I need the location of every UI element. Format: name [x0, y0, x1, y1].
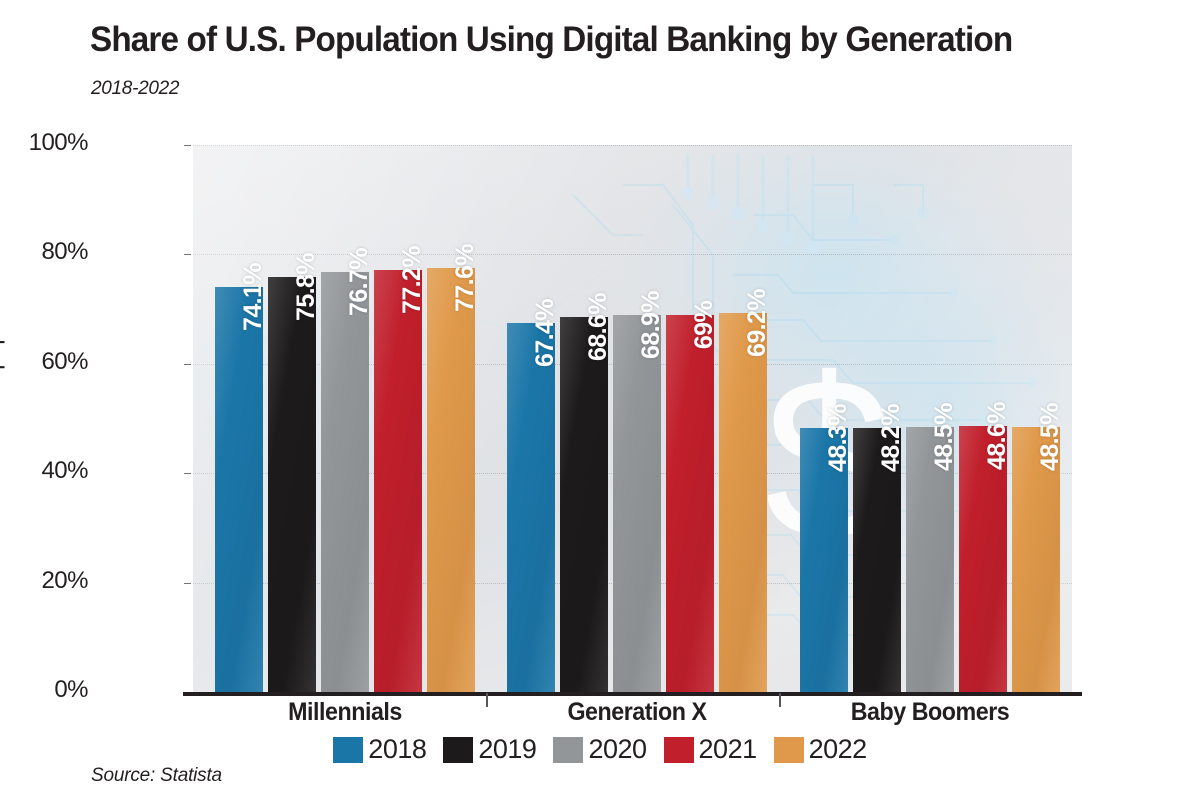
bar-value-label: 48.5%	[929, 402, 958, 471]
bar-value-label: 69.2%	[742, 289, 771, 358]
x-axis-tick-mark	[779, 693, 781, 707]
bar-sheen	[718, 313, 767, 692]
x-axis-category-label: Baby Boomers	[850, 698, 1009, 726]
bar-value-label: 48.2%	[876, 404, 905, 473]
bar-sheen	[559, 316, 608, 692]
gridline	[193, 254, 1072, 256]
bar[interactable]: 48.2%	[852, 404, 905, 692]
x-axis-category-label: Millennials	[287, 698, 402, 726]
y-axis-tick-label: 80%	[41, 238, 88, 266]
bar-value-label: 48.6%	[982, 402, 1011, 471]
legend-swatch-icon	[773, 736, 804, 763]
legend-item[interactable]: 2019	[443, 734, 537, 765]
x-axis-line	[183, 692, 1082, 696]
y-axis-tick-mark	[184, 582, 191, 584]
bar-value-label: 77.2%	[397, 245, 426, 314]
legend-swatch-icon	[553, 736, 584, 763]
bar-sheen	[612, 315, 661, 692]
y-axis-tick-mark	[184, 363, 191, 365]
y-axis-title: Share of population	[0, 265, 5, 462]
y-axis-tick-label: 40%	[41, 457, 88, 485]
legend-item[interactable]: 2020	[553, 734, 647, 765]
bar[interactable]: 75.8%	[267, 253, 320, 692]
y-axis-tick-label: 60%	[41, 347, 88, 375]
chart-subtitle: 2018-2022	[91, 78, 180, 99]
y-axis-tick-label: 0%	[54, 676, 88, 703]
y-axis-tick-label: 20%	[41, 566, 88, 594]
bar-value-label: 77.6%	[450, 243, 479, 312]
legend-label: 2022	[808, 734, 868, 764]
bar-sheen	[665, 314, 714, 692]
legend-label: 2020	[588, 734, 647, 764]
y-axis-tick-mark	[184, 145, 191, 146]
legend-item[interactable]: 2022	[773, 734, 868, 765]
bar-value-label: 68.6%	[583, 292, 612, 361]
legend: 2018 2019 2020 2021 2022	[0, 734, 1200, 765]
bar[interactable]: 68.9%	[612, 291, 665, 692]
bar-sheen	[506, 323, 555, 692]
bar[interactable]: 76.7%	[320, 249, 373, 692]
legend-item[interactable]: 2018	[333, 734, 427, 765]
bar-value-label: 69%	[689, 300, 718, 349]
x-axis-category-label: Generation X	[566, 698, 707, 726]
bar-value-label: 74.1%	[238, 262, 267, 331]
bar-sheen	[320, 272, 369, 692]
legend-swatch-icon	[443, 736, 474, 763]
legend-item[interactable]: 2021	[663, 734, 758, 765]
bar-value-label: 75.8%	[291, 253, 320, 322]
y-axis-tick-mark	[184, 473, 191, 475]
bar-value-label: 67.4%	[530, 299, 559, 368]
source-note: Source: Statista	[91, 765, 222, 786]
bar[interactable]: 77.6%	[426, 244, 479, 692]
gridline	[193, 145, 1072, 146]
bars-layer: 74.1% 75.8% 76.7% 77.2% 77.6% 67.4% 68.6% 68.9%…	[193, 145, 1072, 692]
bar[interactable]: 67.4%	[506, 299, 559, 692]
bar-value-label: 48.3%	[823, 403, 852, 472]
bar-sheen	[267, 277, 316, 692]
bar[interactable]: 48.5%	[905, 403, 958, 692]
legend-swatch-icon	[663, 736, 694, 763]
bar[interactable]: 77.2%	[373, 246, 426, 692]
x-axis-tick-mark	[486, 693, 488, 707]
bar-value-label: 48.5%	[1035, 402, 1064, 471]
y-axis-tick-mark	[184, 254, 191, 256]
bar[interactable]: 69.2%	[718, 290, 771, 692]
bar-sheen	[373, 269, 422, 692]
legend-label: 2018	[368, 734, 427, 764]
bar-sheen	[426, 267, 475, 692]
y-axis-tick-label: 100%	[28, 129, 89, 156]
bar[interactable]: 74.1%	[214, 263, 267, 692]
legend-label: 2021	[698, 734, 758, 764]
bar[interactable]: 68.6%	[559, 293, 612, 692]
bar-value-label: 68.9%	[636, 291, 665, 360]
bar[interactable]: 48.5%	[1011, 403, 1064, 692]
bar[interactable]: 48.3%	[799, 404, 852, 692]
page-title: Share of U.S. Population Using Digital B…	[90, 20, 1013, 59]
bar[interactable]: 69%	[665, 300, 718, 692]
bar-sheen	[214, 286, 263, 692]
bar[interactable]: 48.6%	[958, 402, 1011, 692]
legend-swatch-icon	[333, 736, 364, 763]
bar-value-label: 76.7%	[344, 248, 373, 317]
legend-label: 2019	[478, 734, 537, 764]
